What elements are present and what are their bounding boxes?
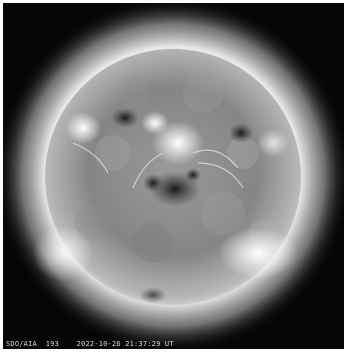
solar-image xyxy=(3,3,344,349)
coronal-holes xyxy=(111,108,253,303)
image-caption: SDO/AIA 193 2022-10-26 21:37:29 UT xyxy=(6,340,174,348)
loop-filaments xyxy=(72,142,244,189)
active-regions xyxy=(33,111,298,281)
disk-texture xyxy=(75,73,277,263)
sun-illustration xyxy=(3,3,344,349)
